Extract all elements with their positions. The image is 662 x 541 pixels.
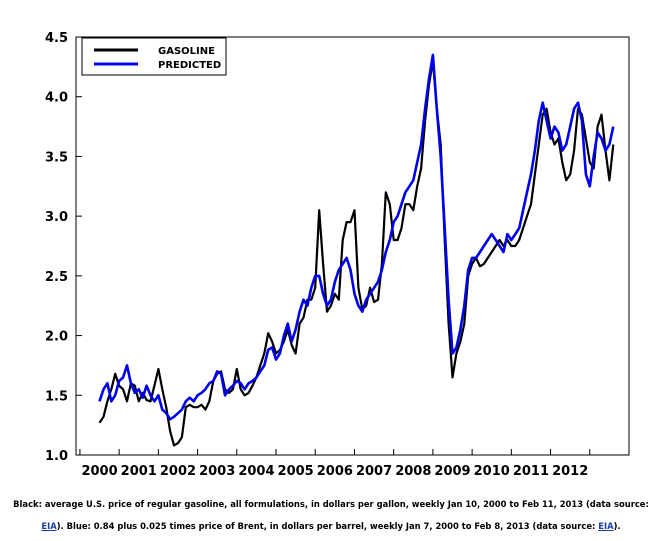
plot-frame	[75, 36, 630, 456]
y-tick-label: 1.0	[45, 449, 68, 464]
legend-label-predicted: PREDICTED	[158, 60, 221, 71]
eia-link-2[interactable]: EIA	[598, 521, 614, 531]
eia-link-1[interactable]: EIA	[41, 521, 57, 531]
caption-line-1: Black: average U.S. price of regular gas…	[13, 499, 649, 509]
x-tick-label: 2004	[238, 464, 274, 479]
x-tick-label: 2001	[121, 464, 157, 479]
y-axis: 1.0 1.5 2.0 2.5 3.0 3.5 4.0 4.5	[45, 31, 82, 464]
x-tick-label: 2003	[199, 464, 235, 479]
caption-line-2: EIA). Blue: 0.84 plus 0.025 times price …	[0, 521, 662, 531]
series-line-gasoline	[98, 59, 615, 447]
y-tick-label: 4.0	[45, 91, 68, 106]
caption-line-2-end: ).	[613, 521, 621, 531]
x-tick-label: 2011	[513, 464, 549, 479]
x-tick-label: 2010	[474, 464, 510, 479]
x-tick-label: 2002	[160, 464, 196, 479]
x-tick-label: 2006	[317, 464, 353, 479]
x-tick-label: 2005	[278, 464, 314, 479]
x-tick-label: 2000	[81, 464, 117, 479]
y-tick-label: 3.0	[45, 210, 68, 225]
x-tick-label: 2012	[552, 464, 588, 479]
x-tick-label: 2009	[434, 464, 470, 479]
y-tick-label: 2.0	[45, 330, 68, 345]
legend-box	[81, 37, 227, 76]
series-layer	[98, 53, 615, 447]
series-line-predicted	[98, 53, 615, 421]
legend: GASOLINE PREDICTED	[81, 37, 227, 76]
x-axis: 2000 2001 2002 2003 2004 2005 2006 2007 2008 2009…	[79, 449, 591, 479]
y-tick-label: 2.5	[45, 270, 68, 285]
x-tick-label: 2007	[356, 464, 392, 479]
chart: 1.01.52.02.53.03.54.04.5 2000 2001 2002 200…	[45, 31, 630, 479]
y-tick-label: 4.5	[45, 31, 68, 46]
legend-label-gasoline: GASOLINE	[158, 46, 215, 57]
x-tick-label: 2008	[395, 464, 431, 479]
caption-line-2-middle: ). Blue: 0.84 plus 0.025 times price of …	[56, 521, 599, 531]
y-tick-label: 1.5	[45, 389, 68, 404]
y-tick-label: 3.5	[45, 150, 68, 165]
